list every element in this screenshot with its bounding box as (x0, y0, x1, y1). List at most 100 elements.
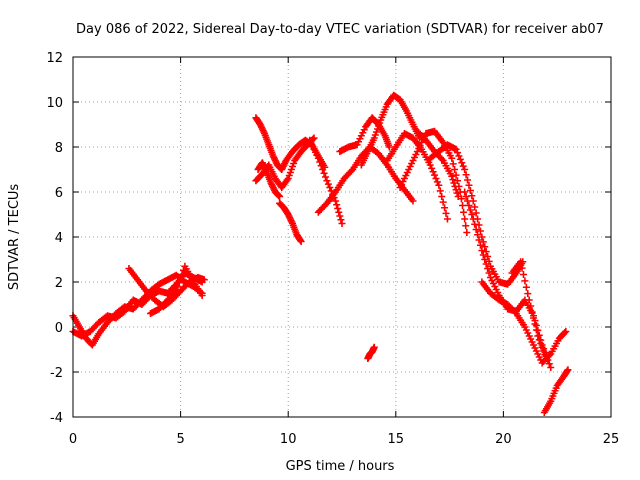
data-point-interp (465, 181, 473, 189)
data-point-interp (175, 279, 183, 287)
data-point-interp (461, 215, 469, 223)
data-point-interp (178, 271, 186, 278)
data-point-interp (319, 166, 327, 173)
data-point-interp (481, 243, 489, 251)
data-point (564, 366, 572, 374)
data-point (542, 355, 550, 362)
data-point-interp (472, 226, 480, 233)
data-point (461, 188, 469, 196)
data-point (478, 247, 486, 254)
x-tick-label: 10 (280, 432, 297, 447)
data-point-interp (322, 173, 330, 181)
data-point (338, 220, 346, 227)
y-tick-label: -4 (50, 411, 63, 426)
data-point (443, 215, 451, 223)
data-point-interp (316, 158, 324, 166)
data-point-interp (459, 162, 467, 170)
data-point-interp (436, 187, 444, 195)
data-point-interp (171, 289, 179, 296)
data-point-interp (174, 283, 182, 291)
data-point-interp (468, 211, 476, 218)
data-point-interp (326, 184, 334, 191)
data-point (276, 193, 284, 200)
x-tick-label: 5 (176, 432, 184, 447)
x-tick-label: 20 (495, 432, 512, 447)
data-point-interp (449, 160, 457, 168)
data-point-interp (456, 155, 464, 163)
data-point-interp (432, 175, 440, 182)
data-point-interp (464, 176, 472, 184)
data-point-interp (471, 203, 479, 211)
data-point-interp (464, 197, 472, 205)
data-point (426, 161, 434, 169)
data-point-interp (324, 180, 332, 188)
data-point (461, 166, 469, 173)
data-point-interp (429, 168, 437, 176)
data-point-interp (541, 351, 549, 359)
data-point-interp (472, 209, 480, 217)
data-point-interp (545, 360, 553, 368)
y-tick-label: 12 (46, 51, 63, 66)
data-point-interp (475, 236, 483, 244)
chart-title: Day 086 of 2022, Sidereal Day-to-day VTE… (76, 22, 604, 37)
data-point-interp (462, 193, 470, 200)
data-point-interp (561, 329, 569, 337)
data-point-interp (462, 222, 470, 230)
y-tick-label: 6 (55, 186, 63, 201)
plot-frame (72, 56, 612, 418)
data-point-interp (451, 182, 459, 190)
data-point (525, 296, 533, 304)
data-point-interp (482, 260, 490, 268)
data-point (314, 154, 322, 162)
data-point-interp (511, 308, 519, 316)
data-point-interp (476, 227, 484, 235)
data-point-interp (481, 256, 489, 263)
x-axis-label: GPS time / hours (286, 459, 395, 474)
data-point-interp (428, 164, 436, 172)
data-point-interp (309, 135, 317, 143)
data-point-interp (459, 202, 467, 209)
data-point (409, 197, 417, 205)
data-point (452, 145, 460, 153)
data-point-interp (438, 155, 446, 163)
data-point-interp (453, 177, 461, 185)
y-tick-label: 10 (46, 96, 63, 111)
data-point-interp (462, 171, 470, 179)
data-point (385, 143, 393, 151)
data-point-interp (522, 283, 530, 291)
x-tick-label: 15 (388, 432, 405, 447)
y-tick-label: 2 (55, 276, 63, 291)
data-point-interp (431, 171, 439, 179)
data-point-interp (458, 159, 466, 167)
y-tick-label: 8 (55, 141, 63, 156)
data-point-interp (484, 265, 492, 272)
data-points (69, 91, 572, 416)
data-point-interp (466, 206, 474, 214)
data-point-interp (335, 208, 343, 216)
data-point (297, 238, 305, 245)
data-point (469, 215, 477, 223)
data-point-interp (466, 187, 474, 194)
data-point-interp (531, 320, 539, 328)
data-point-interp (433, 178, 441, 186)
data-point-interp (538, 343, 546, 351)
data-point-interp (524, 290, 532, 298)
data-point-interp (535, 336, 543, 344)
y-tick-label: -2 (50, 366, 63, 381)
grid-lines (73, 57, 611, 417)
data-point-interp (449, 176, 457, 184)
data-point (534, 332, 542, 340)
data-point-interp (540, 347, 548, 355)
data-point-interp (453, 189, 461, 197)
data-point-interp (530, 314, 538, 322)
data-point-interp (452, 171, 460, 179)
data-point-interp (485, 269, 493, 277)
data-point-interp (438, 193, 446, 200)
data-point-interp (528, 308, 536, 316)
data-point-interp (334, 205, 342, 212)
data-point (448, 172, 456, 180)
data-point-interp (532, 326, 540, 334)
data-point (562, 328, 570, 335)
axis-ticks: 0 5 10 15 20 25 -4 -2 0 2 4 6 8 10 12 (46, 51, 619, 447)
